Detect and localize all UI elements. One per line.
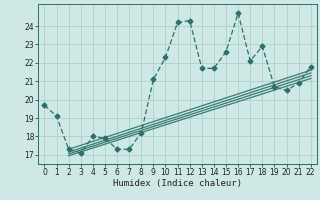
X-axis label: Humidex (Indice chaleur): Humidex (Indice chaleur) [113,179,242,188]
